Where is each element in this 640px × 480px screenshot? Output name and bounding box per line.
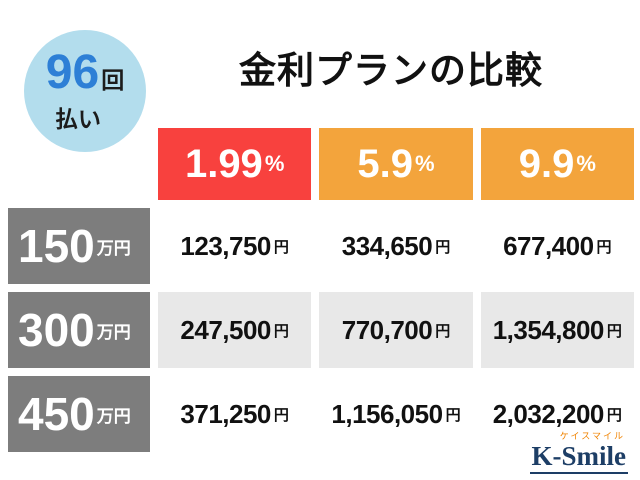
yen-suffix: 円 [606, 322, 622, 340]
amount-value: 450 [18, 388, 95, 440]
payment-amount: 371,250 [180, 398, 271, 429]
company-logo: ケイスマイル K-Smile [529, 429, 628, 474]
payment-cell: 677,400 円 [480, 208, 634, 284]
yen-suffix: 円 [273, 238, 289, 256]
payment-amount: 123,750 [180, 230, 271, 261]
percent-suffix: % [415, 151, 435, 176]
yen-suffix: 円 [445, 406, 461, 424]
amount-value: 300 [18, 304, 95, 356]
percent-suffix: % [576, 151, 596, 176]
amount-unit: 万円 [96, 322, 131, 342]
payment-amount: 2,032,200 [492, 398, 605, 429]
installment-label: 払い [55, 105, 101, 132]
payment-amount: 1,354,800 [492, 314, 605, 345]
payment-amount: 334,650 [341, 230, 433, 261]
yen-suffix: 円 [596, 238, 612, 256]
installment-count-line: 96回 [45, 45, 125, 99]
rate-header-3: 9.9% [480, 128, 634, 200]
yen-suffix: 円 [273, 406, 289, 424]
percent-suffix: % [264, 151, 285, 176]
installment-count: 96 [45, 45, 100, 99]
payment-cell: 371,250 円 [158, 376, 312, 452]
yen-suffix: 円 [435, 322, 451, 340]
payment-cell: 2,032,200 円 [480, 376, 634, 452]
amount-unit: 万円 [96, 406, 131, 426]
payment-amount: 247,500 [180, 314, 271, 345]
rate-value: 1.99 [184, 142, 263, 186]
payment-cell: 1,354,800 円 [480, 292, 634, 368]
payment-cell: 123,750 円 [158, 208, 312, 284]
logo-name-text: K-Smile [529, 441, 628, 474]
yen-suffix: 円 [435, 238, 451, 256]
logo-kana-text: ケイスマイル [559, 430, 625, 441]
row-label-300: 300 万円 [8, 292, 150, 368]
payment-cell: 1,156,050 円 [319, 376, 473, 452]
installment-count-unit: 回 [101, 66, 125, 93]
payment-amount: 770,700 [341, 314, 433, 345]
rate-value: 5.9 [357, 142, 414, 186]
yen-suffix: 円 [273, 322, 289, 340]
payment-amount: 677,400 [503, 230, 594, 261]
amount-value: 150 [18, 220, 95, 272]
row-label-150: 150 万円 [8, 208, 150, 284]
rate-header-2: 5.9% [319, 128, 473, 200]
payment-cell: 247,500 円 [158, 292, 312, 368]
rate-value: 9.9 [518, 142, 575, 186]
payment-cell: 334,650 円 [319, 208, 473, 284]
payment-amount: 1,156,050 [331, 398, 443, 429]
row-label-450: 450 万円 [8, 376, 150, 452]
yen-suffix: 円 [606, 406, 622, 424]
rate-header-1: 1.99% [158, 128, 312, 200]
comparison-table: 1.99% 5.9% 9.9% 150 万円 123,750 円 334,650 円 … [8, 128, 634, 452]
payment-cell: 770,700 円 [319, 292, 473, 368]
page-title: 金利プランの比較 [239, 50, 543, 91]
amount-unit: 万円 [96, 238, 131, 258]
installment-badge: 96回 払い [24, 30, 146, 152]
